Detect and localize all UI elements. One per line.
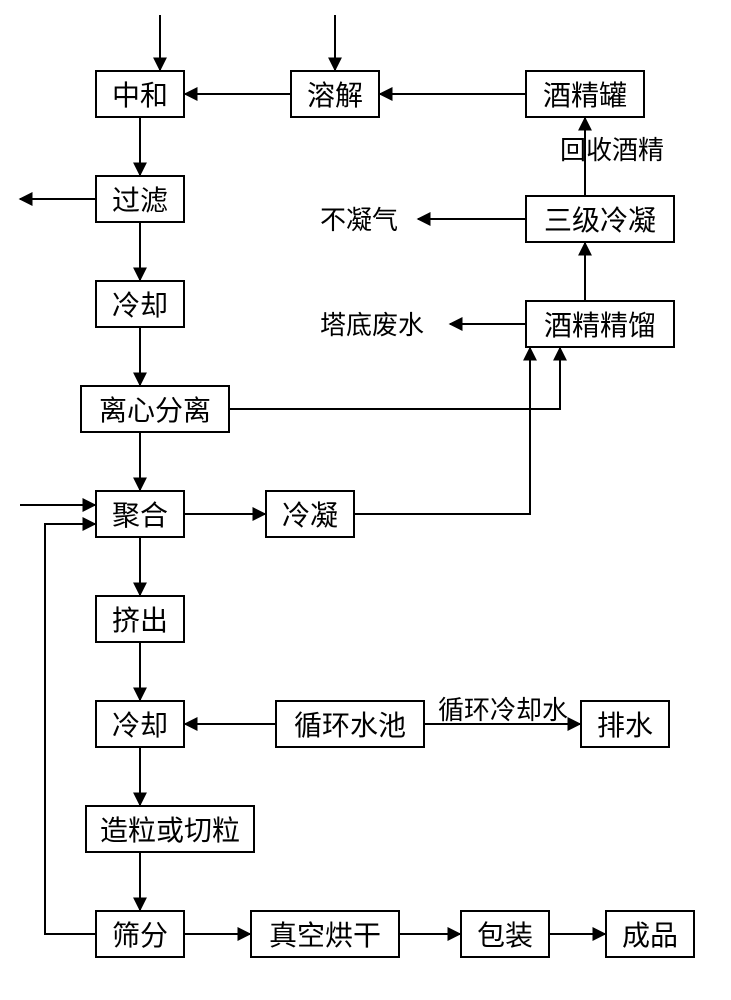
node-label: 真空烘干 [269, 914, 381, 954]
node-label: 包装 [477, 914, 533, 954]
label-cooling-loop: 循环冷却水 [438, 690, 568, 727]
node-label: 离心分离 [99, 389, 211, 429]
node-cool1: 冷却 [95, 280, 185, 328]
node-label: 溶解 [307, 74, 363, 114]
node-pack: 包装 [460, 910, 550, 958]
node-label: 排水 [597, 704, 653, 744]
node-sieve: 筛分 [95, 910, 185, 958]
label-recover-alcohol: 回收酒精 [560, 130, 664, 167]
node-label: 酒精精馏 [544, 304, 656, 344]
node-cond3: 三级冷凝 [525, 195, 675, 243]
node-dissolve: 溶解 [290, 70, 380, 118]
node-label: 过滤 [112, 179, 168, 219]
label-noncondensable: 不凝气 [320, 200, 398, 237]
node-condense: 冷凝 [265, 490, 355, 538]
node-filter: 过滤 [95, 175, 185, 223]
node-label: 三级冷凝 [544, 199, 656, 239]
node-cool2: 冷却 [95, 700, 185, 748]
node-label: 筛分 [112, 914, 168, 954]
node-polymerize: 聚合 [95, 490, 185, 538]
node-label: 造粒或切粒 [100, 809, 240, 849]
flowchart-canvas: 中和 溶解 酒精罐 过滤 三级冷凝 冷却 酒精精馏 离心分离 聚合 冷凝 挤出 … [0, 0, 731, 1000]
node-product: 成品 [605, 910, 695, 958]
node-label: 冷却 [112, 704, 168, 744]
label-bottom-waste: 塔底废水 [320, 305, 424, 342]
node-centrifuge: 离心分离 [80, 385, 230, 433]
node-vacdry: 真空烘干 [250, 910, 400, 958]
node-label: 循环水池 [294, 704, 406, 744]
node-label: 成品 [622, 914, 678, 954]
node-label: 中和 [112, 74, 168, 114]
node-neutralize: 中和 [95, 70, 185, 118]
node-drain: 排水 [580, 700, 670, 748]
node-extrude: 挤出 [95, 595, 185, 643]
node-label: 聚合 [112, 494, 168, 534]
node-label: 酒精罐 [543, 74, 627, 114]
node-pool: 循环水池 [275, 700, 425, 748]
node-granulate: 造粒或切粒 [85, 805, 255, 853]
node-alcohol-tank: 酒精罐 [525, 70, 645, 118]
node-label: 冷凝 [282, 494, 338, 534]
node-distill: 酒精精馏 [525, 300, 675, 348]
node-label: 冷却 [112, 284, 168, 324]
node-label: 挤出 [112, 599, 168, 639]
